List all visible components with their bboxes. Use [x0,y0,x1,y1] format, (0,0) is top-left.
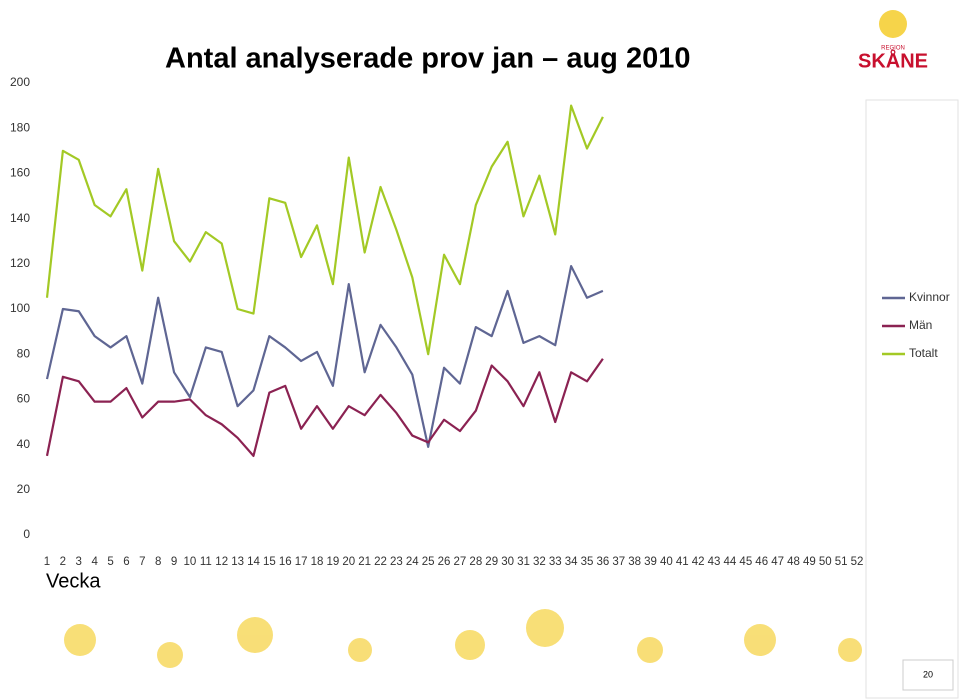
x-axis-label: Vecka [46,570,101,592]
y-tick-label: 120 [10,256,30,270]
x-tick-label: 20 [342,556,355,568]
x-tick-label: 42 [692,556,705,568]
x-tick-label: 25 [422,556,435,568]
x-tick-label: 43 [708,556,721,568]
x-tick-label: 50 [819,556,832,568]
legend-label: Kvinnor [909,290,950,304]
x-tick-label: 17 [295,556,308,568]
x-tick-label: 36 [596,556,609,568]
y-tick-label: 80 [17,346,31,360]
page-number-box [902,659,954,691]
x-tick-label: 14 [247,556,260,568]
x-tick-label: 35 [581,556,594,568]
y-tick-label: 160 [10,166,30,180]
logo-name: SKÅNE [858,48,928,72]
x-tick-label: 44 [724,556,737,568]
x-tick-label: 16 [279,556,292,568]
x-tick-label: 7 [139,556,145,568]
y-tick-label: 200 [10,75,30,89]
x-tick-label: 21 [358,556,371,568]
x-tick-label: 51 [835,556,848,568]
chart-title: Antal analyserade prov jan – aug 2010 [165,43,690,75]
page-number: 20 [923,669,933,679]
x-tick-label: 37 [612,556,625,568]
x-tick-label: 32 [533,556,546,568]
x-tick-label: 30 [501,556,514,568]
legend-label: Män [909,318,932,332]
x-tick-label: 4 [91,556,98,568]
x-tick-label: 19 [326,556,339,568]
frame [865,99,959,699]
x-tick-label: 28 [469,556,482,568]
y-tick-label: 180 [10,120,30,134]
series-line [45,104,604,356]
decoration [64,609,862,668]
x-tick-label: 45 [739,556,752,568]
x-tick-label: 26 [438,556,451,568]
x-tick-label: 9 [171,556,177,568]
x-tick-label: 15 [263,556,276,568]
x-tick-label: 18 [311,556,324,568]
x-tick-label: 5 [107,556,113,568]
x-tick-label: 52 [851,556,864,568]
x-tick-label: 3 [76,556,82,568]
x-tick-label: 39 [644,556,657,568]
x-tick-label: 49 [803,556,816,568]
y-tick-label: 20 [17,482,31,496]
legend-label: Totalt [909,346,938,360]
series-line [45,264,604,448]
x-tick-label: 23 [390,556,403,568]
y-tick-label: 0 [23,527,30,541]
x-tick-label: 34 [565,556,578,568]
x-tick-label: 33 [549,556,562,568]
y-tick-label: 60 [17,392,31,406]
series-line [45,358,604,457]
x-tick-label: 27 [454,556,467,568]
x-tick-label: 40 [660,556,673,568]
x-tick-label: 47 [771,556,784,568]
logo-sun [879,10,907,38]
x-tick-label: 1 [44,556,50,568]
x-tick-label: 29 [485,556,498,568]
x-tick-label: 41 [676,556,689,568]
x-tick-label: 46 [755,556,768,568]
x-tick-label: 22 [374,556,387,568]
x-tick-label: 2 [60,556,66,568]
x-tick-label: 6 [123,556,129,568]
x-tick-label: 38 [628,556,641,568]
x-tick-label: 48 [787,556,800,568]
x-tick-label: 31 [517,556,530,568]
x-tick-label: 24 [406,556,419,568]
logo-region: REGION [881,46,905,52]
x-tick-label: 8 [155,556,161,568]
y-tick-label: 140 [10,211,30,225]
x-tick-label: 13 [231,556,244,568]
y-tick-label: 40 [17,437,31,451]
y-tick-label: 100 [10,301,30,315]
x-tick-label: 12 [215,556,228,568]
x-tick-label: 11 [200,556,212,568]
x-tick-label: 10 [184,556,197,568]
